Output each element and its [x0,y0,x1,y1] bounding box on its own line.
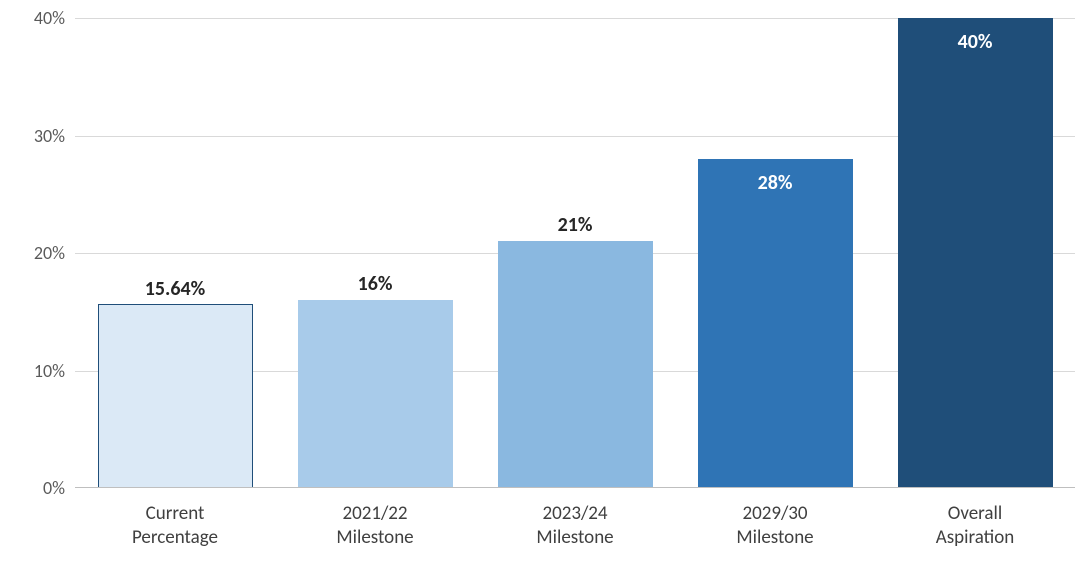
bar: 16% [298,300,453,488]
plot-area: 15.64%16%21%28%40% 0%10%20%30%40% [75,18,1075,488]
milestone-bar-chart: 15.64% 16% 21% 28% 40% 0% 10% 20% 30% 40% Curren… [0,0,1089,572]
bar: 40% [898,18,1053,488]
x-tick-label: 2021/22 Milestone [275,502,475,550]
bar: 28% [698,159,853,488]
bar-value-label: 15.64% [99,277,252,301]
bar-value-label: 40% [898,30,1053,54]
y-tick-label: 0% [43,477,75,499]
x-tick-label: Current Percentage [75,502,275,550]
bar: 21% [498,241,653,488]
x-tick-label: Overall Aspiration [875,502,1075,550]
bar-value-label: 21% [498,213,653,237]
bar-value-label: 28% [698,171,853,195]
y-tick-label: 10% [34,360,75,382]
x-axis-baseline [75,487,1075,488]
bar: 15.64% [98,304,253,488]
x-tick-label: 2029/30 Milestone [675,502,875,550]
x-tick-label: 2023/24 Milestone [475,502,675,550]
y-tick-label: 40% [34,7,75,29]
bar-value-label: 16% [298,272,453,296]
y-tick-label: 20% [34,242,75,264]
y-tick-label: 30% [34,125,75,147]
bars-container: 15.64% 16% 21% 28% 40% [75,18,1075,488]
